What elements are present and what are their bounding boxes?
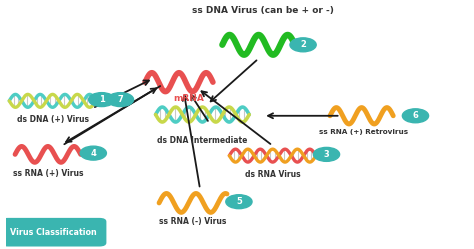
Text: 5: 5 [236,197,242,206]
FancyBboxPatch shape [1,218,106,247]
Text: ds RNA Virus: ds RNA Virus [245,170,301,179]
Text: ds DNA Intermediate: ds DNA Intermediate [157,136,247,145]
Text: ss RNA (+) Retrovirus: ss RNA (+) Retrovirus [319,129,409,135]
Circle shape [80,146,106,160]
Circle shape [402,109,428,123]
Circle shape [226,195,252,209]
Text: ss RNA (-) Virus: ss RNA (-) Virus [159,217,227,226]
Text: ss RNA (+) Virus: ss RNA (+) Virus [13,169,83,178]
Text: 7: 7 [118,95,123,104]
Text: ss DNA Virus (can be + or -): ss DNA Virus (can be + or -) [192,6,334,15]
Text: 4: 4 [91,149,96,158]
Text: 3: 3 [324,150,329,159]
Circle shape [107,93,134,107]
Text: mRNA: mRNA [173,94,204,103]
Circle shape [313,147,339,161]
Circle shape [89,93,115,107]
Circle shape [290,38,316,52]
Text: ds DNA (+) Virus: ds DNA (+) Virus [17,115,89,124]
Text: 1: 1 [99,95,105,104]
Text: 2: 2 [300,40,306,49]
Text: Virus Classification: Virus Classification [10,228,97,237]
Text: 6: 6 [412,111,419,120]
